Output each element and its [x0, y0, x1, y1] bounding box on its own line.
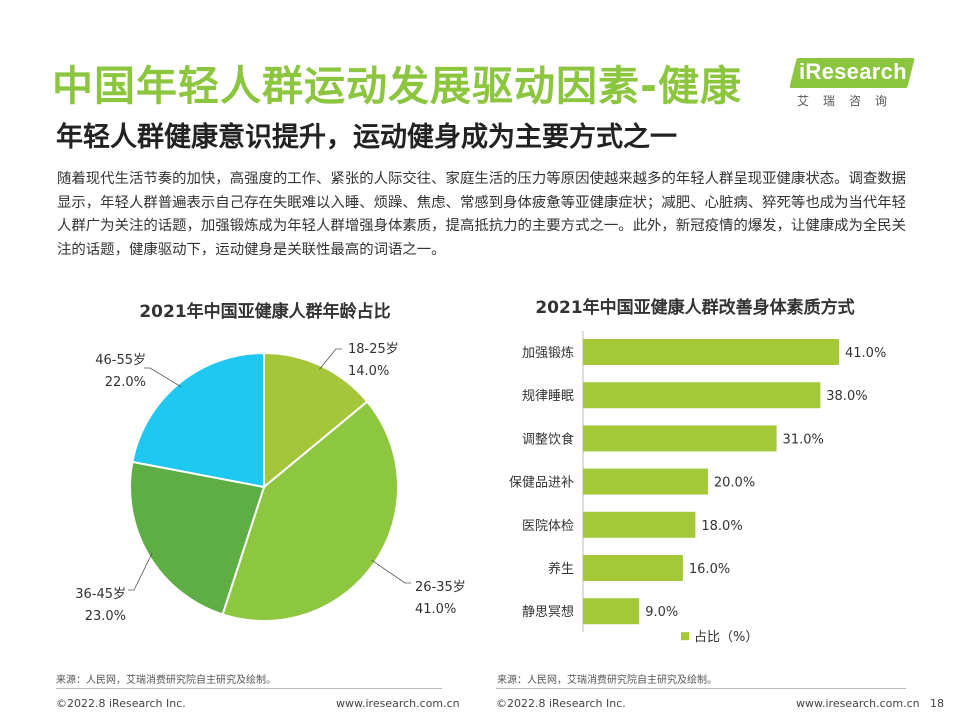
pie-source-note: 来源：人民网，艾瑞消费研究院自主研究及绘制。: [56, 675, 276, 686]
footer-copyright-left: ©2022.8 iResearch Inc.: [56, 697, 186, 710]
bar-category-label: 调整饮食: [522, 431, 574, 447]
bar-规律睡眠: [583, 382, 821, 409]
pie-leader-line: [144, 367, 182, 388]
pie-leader-line: [319, 348, 342, 370]
bar-value-label: 16.0%: [689, 562, 730, 577]
bar-value-label: 41.0%: [845, 346, 886, 361]
bar-source-note: 来源：人民网，艾瑞消费研究院自主研究及绘制。: [497, 675, 717, 686]
bar-调整饮食: [583, 425, 777, 452]
footer-divider-left: [56, 688, 442, 689]
pie-slice-46-55岁: [131, 351, 265, 489]
bar-value-label: 31.0%: [783, 432, 824, 447]
footer-copyright-right: ©2022.8 iResearch Inc.: [496, 697, 626, 710]
intro-paragraph: 随着现代生活节奏的加快，高强度的工作、紧张的人际交往、家庭生活的压力等原因使越来…: [57, 171, 907, 258]
page-subtitle: 年轻人群健康意识提升，运动健身成为主要方式之一: [56, 122, 677, 153]
footer-divider-right: [496, 688, 906, 689]
pie-chart-title: 2021年中国亚健康人群年龄占比: [139, 302, 391, 322]
logo-chinese: 艾瑞咨询: [797, 94, 902, 108]
bar-category-label: 加强锻炼: [522, 346, 574, 361]
bar-加强锻炼: [583, 339, 839, 365]
bar-category-label: 静思冥想: [522, 604, 574, 620]
footer-site-right: www.iresearch.com.cn: [796, 697, 920, 710]
legend-swatch: [681, 632, 689, 641]
logo-text: iResearch: [799, 59, 907, 84]
bar-category-label: 规律睡眠: [522, 389, 574, 404]
bar-value-label: 20.0%: [714, 476, 755, 491]
pie-label-category: 46-55岁: [95, 353, 146, 368]
page-number: 18: [930, 697, 944, 710]
bar-category-label: 养生: [548, 561, 574, 577]
pie-label-value: 22.0%: [105, 375, 146, 390]
bar-养生: [583, 555, 683, 581]
pie-label-value: 14.0%: [348, 364, 389, 379]
bar-value-label: 9.0%: [645, 605, 678, 620]
improvement-bar-chart: 加强锻炼 41.0% 规律睡眠 38.0% 调整饮食 31.0% 保健品进补 20.0% 医院体…: [509, 331, 886, 645]
bar-category-label: 医院体检: [522, 519, 574, 534]
pie-leader-line: [128, 553, 153, 591]
bar-chart-title: 2021年中国亚健康人群改善身体素质方式: [535, 298, 855, 318]
legend-label: 占比（%）: [694, 630, 758, 645]
age-pie-chart: 18-25岁 14.0% 26-35岁 41.0% 36-45岁 23.0% 46-55岁 2…: [75, 342, 466, 624]
bar-value-label: 38.0%: [826, 389, 867, 404]
page-title: 中国年轻人群运动发展驱动因素-健康: [52, 62, 743, 110]
pie-leader-line: [371, 559, 411, 584]
pie-slice-36-45岁: [129, 460, 266, 616]
bar-value-label: 18.0%: [701, 519, 742, 534]
pie-label-category: 18-25岁: [348, 342, 399, 357]
iresearch-logo: iResearch 艾瑞咨询: [789, 46, 915, 110]
bar-静思冥想: [583, 598, 640, 625]
pie-label-category: 36-45岁: [75, 587, 126, 602]
bar-category-label: 保健品进补: [509, 476, 574, 491]
pie-label-category: 26-35岁: [415, 580, 466, 595]
pie-slice-18-25岁: [263, 351, 369, 490]
pie-label-value: 41.0%: [415, 602, 456, 617]
footer-site-left: www.iresearch.com.cn: [336, 697, 460, 710]
bar-医院体检: [583, 511, 696, 538]
pie-label-value: 23.0%: [85, 609, 126, 624]
bar-保健品进补: [583, 468, 708, 495]
